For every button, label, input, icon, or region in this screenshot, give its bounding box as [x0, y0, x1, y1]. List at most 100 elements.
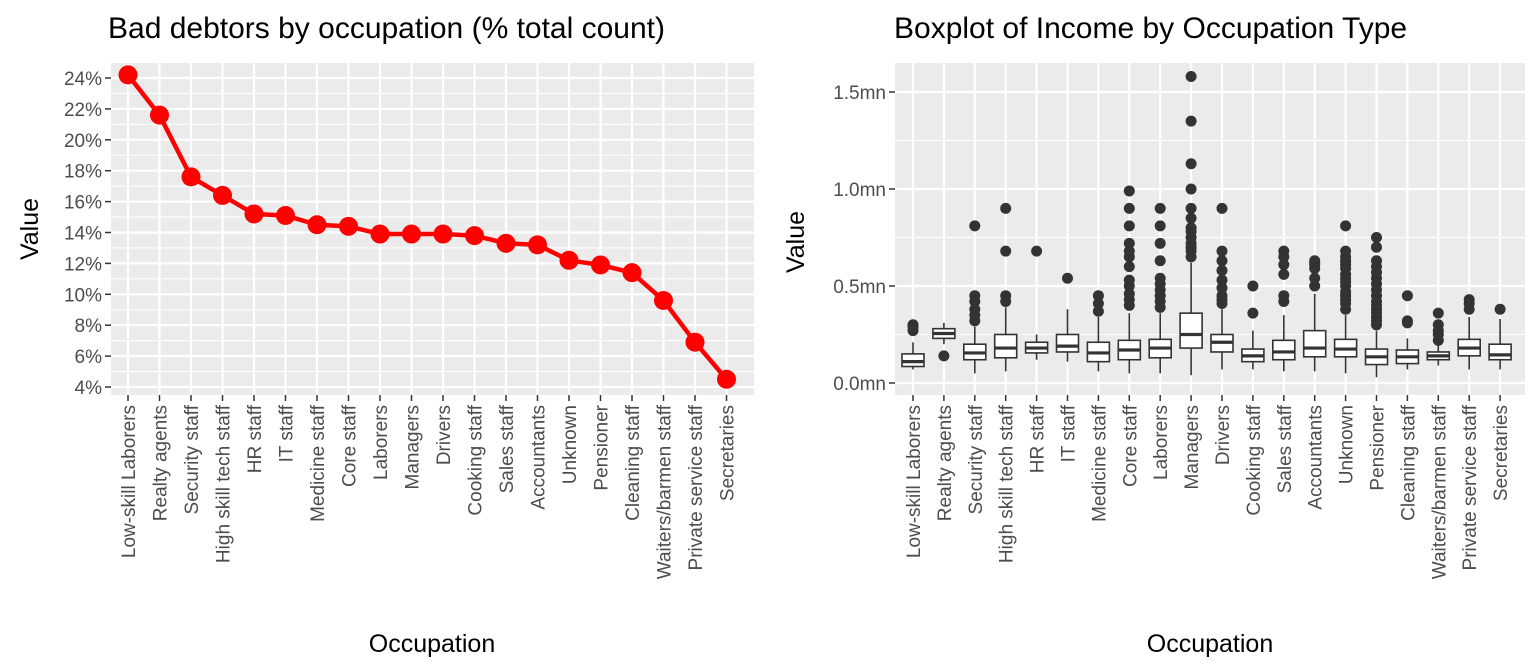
- x-tick-label: Drivers: [1213, 405, 1234, 465]
- x-tick-label: Core staff: [1120, 404, 1141, 487]
- data-point: [685, 332, 705, 352]
- outlier-point: [1154, 255, 1166, 267]
- x-tick-label: Core staff: [340, 404, 361, 487]
- outlier-point: [1371, 255, 1382, 267]
- outlier-point: [1216, 264, 1228, 276]
- box-iqr: [1179, 312, 1203, 349]
- box-18: [1426, 307, 1451, 366]
- outlier-point: [1123, 185, 1135, 197]
- box-3: [962, 220, 987, 374]
- x-tick-label: Managers: [1182, 405, 1203, 490]
- outlier-point: [1216, 202, 1228, 214]
- box-iqr: [1302, 329, 1327, 358]
- outlier-point: [1463, 294, 1475, 306]
- x-tick-label: High skill tech staff: [997, 404, 1018, 563]
- x-tick-label: Security staff: [966, 404, 987, 514]
- x-tick-label: Unknown: [1337, 405, 1358, 484]
- box-1: [901, 319, 925, 370]
- box-7: [1086, 290, 1111, 372]
- box-iqr: [1272, 339, 1296, 361]
- x-tick-label: Sales staff: [497, 404, 518, 493]
- outlier-point: [1309, 272, 1321, 284]
- outlier-point: [1031, 245, 1043, 257]
- x-tick-label: Pensioner: [592, 404, 613, 490]
- outlier-point: [1123, 274, 1135, 286]
- box-15: [1333, 220, 1358, 374]
- box-4: [993, 202, 1018, 372]
- x-tick-label: Realty agents: [935, 405, 956, 521]
- y-tick-label: 20%: [64, 131, 102, 152]
- x-tick-label: Accountants: [1306, 405, 1327, 510]
- data-point: [307, 215, 327, 235]
- outlier-point: [1216, 245, 1228, 257]
- outlier-point: [1185, 158, 1197, 170]
- outlier-point: [938, 350, 950, 362]
- x-tick-label: Managers: [403, 405, 424, 490]
- box-11: [1210, 202, 1234, 370]
- chart1-panel: [111, 63, 754, 395]
- outlier-point: [969, 303, 981, 315]
- data-point: [213, 185, 232, 205]
- box-iqr: [1488, 343, 1512, 361]
- x-tick-label: High skill tech staff: [214, 404, 235, 563]
- data-point: [276, 206, 295, 226]
- x-tick-label: HR staff: [1028, 404, 1049, 473]
- box-6: [1055, 272, 1080, 362]
- outlier-point: [1000, 202, 1012, 214]
- data-point: [717, 369, 736, 389]
- outlier-point: [1216, 282, 1228, 294]
- outlier-point: [1154, 237, 1166, 249]
- box-iqr: [993, 333, 1018, 359]
- outlier-point: [1154, 202, 1166, 214]
- outlier-point: [1123, 237, 1135, 249]
- x-tick-label: Cooking staff: [1244, 404, 1265, 515]
- outlier-point: [907, 319, 919, 331]
- outlier-point: [1278, 268, 1290, 280]
- chart1-x-ticks: Low-skill Laborers Realty agents Security …: [119, 395, 739, 579]
- data-point: [496, 233, 516, 253]
- y-tick-label: 12%: [64, 254, 102, 275]
- data-point: [181, 167, 201, 187]
- box-12: [1241, 280, 1265, 370]
- x-tick-label: Medicine staff: [1089, 404, 1110, 522]
- outlier-point: [1092, 297, 1104, 309]
- data-point: [244, 204, 264, 224]
- y-tick-label: 24%: [64, 69, 102, 90]
- x-tick-label: Waiters/barmen staff: [655, 404, 676, 579]
- line-chart: Bad debtors by occupation (% total count…: [16, 12, 754, 658]
- outlier-point: [1494, 303, 1506, 315]
- box-14: [1302, 255, 1327, 372]
- y-tick-label: 1.0mn: [833, 180, 886, 201]
- outlier-point: [1340, 220, 1352, 232]
- outlier-point: [1247, 280, 1259, 292]
- chart1-y-axis-title: Value: [16, 198, 44, 260]
- outlier-point: [1309, 280, 1321, 292]
- box-9: [1148, 202, 1172, 374]
- outlier-point: [1062, 272, 1073, 284]
- box-2: [932, 322, 956, 362]
- outlier-point: [1185, 115, 1197, 127]
- x-tick-label: Cleaning staff: [1398, 404, 1419, 521]
- y-tick-label: 10%: [64, 285, 102, 306]
- outlier-point: [1432, 319, 1444, 331]
- outlier-point: [1401, 290, 1413, 302]
- outlier-point: [1123, 261, 1135, 273]
- data-point: [465, 226, 484, 246]
- chart2-x-axis-title: Occupation: [1147, 630, 1273, 658]
- x-tick-label: Drivers: [434, 405, 455, 465]
- outlier-point: [1092, 290, 1104, 302]
- outlier-point: [1154, 220, 1166, 232]
- data-point: [433, 224, 453, 244]
- outlier-point: [1185, 212, 1197, 224]
- box-5: [1024, 245, 1049, 360]
- data-point: [118, 65, 138, 85]
- box-17: [1395, 290, 1420, 370]
- x-tick-label: Cleaning staff: [623, 404, 644, 521]
- y-tick-label: 0.0mn: [833, 374, 886, 395]
- y-tick-label: 16%: [64, 193, 102, 214]
- x-tick-label: Unknown: [560, 405, 581, 484]
- chart2-y-ticks: 0.0mn 0.5mn 1.0mn 1.5mn: [833, 83, 895, 395]
- x-tick-label: Security staff: [182, 404, 203, 514]
- chart1-x-axis-title: Occupation: [369, 630, 495, 658]
- x-tick-label: Waiters/barmen staff: [1429, 404, 1450, 579]
